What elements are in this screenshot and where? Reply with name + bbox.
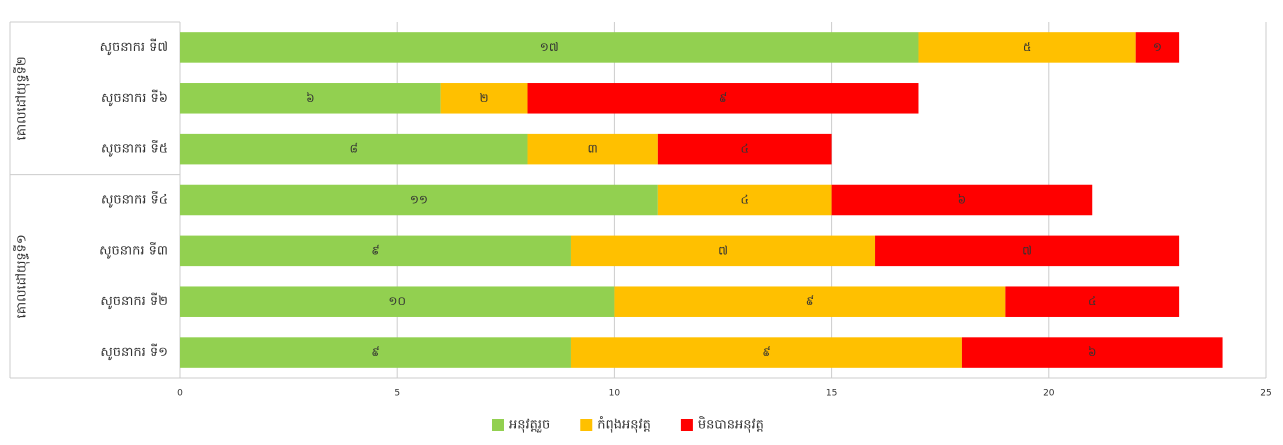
bar-segment — [570, 337, 962, 368]
bar-segment — [180, 184, 658, 216]
data-label: ៤ — [1088, 294, 1097, 308]
x-tick-label: 10 — [609, 389, 621, 399]
data-label: ៤ — [740, 142, 749, 156]
category-label: សូចនាករ ទី២ — [100, 292, 168, 310]
bar-segment — [180, 286, 615, 317]
bar-segment — [180, 32, 919, 63]
bar-segment — [831, 184, 1093, 216]
group-label: គោលដៅយុទ្ធទី២ — [13, 56, 31, 140]
legend-swatch — [492, 419, 504, 431]
bar-segment — [918, 32, 1136, 63]
data-label: ៧ — [1022, 243, 1032, 257]
bar-segment — [961, 337, 1223, 368]
legend-swatch — [580, 419, 593, 431]
data-label: ១៧ — [540, 40, 559, 54]
category-label: សូចនាករ ទី១ — [100, 343, 168, 361]
category-label: សូចនាករ ទី៤ — [101, 191, 168, 209]
bar-segment — [875, 235, 1180, 267]
category-label: សូចនាករ ទី៥ — [101, 140, 168, 158]
bar-segment — [180, 337, 571, 368]
bar-segment — [657, 184, 832, 216]
data-label: ៤ — [740, 193, 749, 207]
x-tick-label: 15 — [826, 389, 837, 399]
data-label: ១១ — [410, 193, 428, 207]
x-tick-label: 5 — [394, 389, 400, 399]
data-label: ៧ — [718, 243, 728, 257]
data-label: ៦ — [1088, 345, 1097, 359]
x-tick-label: 20 — [1043, 389, 1055, 399]
legend-label: អនុវត្តរួច — [509, 418, 550, 434]
legend-label: មិនបានអនុវត្ត — [698, 416, 764, 434]
data-label: ៦ — [306, 91, 315, 105]
data-label: ៩ — [371, 243, 380, 257]
data-label: ៦ — [958, 193, 967, 207]
data-label: ៥ — [1023, 40, 1032, 54]
data-label: ៩ — [719, 91, 728, 105]
data-label: ៨ — [350, 142, 359, 156]
category-label: សូចនាករ ទី៦ — [101, 89, 168, 107]
group-label: គោលដៅយុទ្ធទី១ — [13, 234, 31, 318]
x-tick-label: 0 — [177, 389, 183, 399]
data-label: ៩ — [762, 345, 771, 359]
bar-segment — [180, 83, 441, 114]
data-label: ៣ — [588, 142, 598, 156]
category-label: សូចនាករ ទី៧ — [100, 38, 168, 56]
data-label: ១០ — [388, 294, 406, 308]
bar-segment — [614, 286, 1006, 317]
bar-segment — [180, 133, 528, 165]
data-label: ១ — [1153, 40, 1162, 54]
data-label: ២ — [480, 91, 489, 105]
bar-segment — [570, 235, 876, 267]
x-tick-label: 25 — [1260, 389, 1271, 399]
legend-swatch — [680, 419, 693, 431]
data-label: ៩ — [806, 294, 815, 308]
bar-segment — [1135, 32, 1180, 63]
bar-segment — [180, 235, 571, 267]
bar-segment — [527, 133, 658, 165]
bar-segment — [657, 133, 832, 165]
bar-segment — [440, 83, 528, 114]
bar-segment — [527, 83, 919, 114]
data-label: ៩ — [371, 345, 380, 359]
legend-label: កំពុងអនុវត្ត — [597, 416, 651, 434]
bar-segment — [1005, 286, 1180, 317]
category-label: សូចនាករ ទី៣ — [99, 241, 168, 259]
